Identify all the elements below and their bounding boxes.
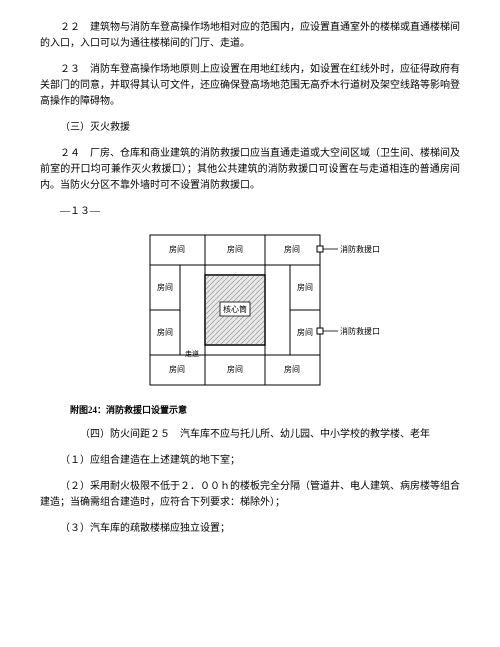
section-3-title: （三）灭火救援 [40,120,460,136]
page-number: —１３— [40,204,460,220]
room-label: 房间 [284,364,300,374]
room-label: 房间 [227,364,243,374]
room-label: 房间 [284,244,300,254]
rescue-label-1: 消防救援口 [340,244,380,254]
room-label: 房间 [297,327,313,337]
section-4: （四）防火间距２５ 汽车库不应与托儿所、幼儿园、中小学校的教学楼、老年 [40,427,460,443]
rescue-label-2: 消防救援口 [340,326,380,336]
room-label: 房间 [227,244,243,254]
paragraph-24: ２４ 厂房、仓库和商业建筑的消防救援口应当直通走道或大空间区域（卫生间、楼梯间及… [40,146,460,194]
room-label: 房间 [157,327,173,337]
room-label: 房间 [169,244,185,254]
core-label: 核心筒 [223,304,247,314]
room-label: 房间 [169,364,185,374]
room-label: 房间 [297,282,313,292]
paragraph-23: ２３ 消防车登高操作场地原则上应设置在用地红线内，如设置在红线外时，应征得政府有… [40,62,460,110]
rescue-diagram: 核心筒 走道 房间 房间 房间 房间 房间 房间 房间 房间 房间 房间 消防救… [120,230,380,395]
room-label: 房间 [157,282,173,292]
sub-2: （２）采用耐火极限不低于２．００ｈ的楼板完全分隔（管道井、电人建筑、病房楼等组合… [40,479,460,511]
sub-3: （３）汽车库的疏散楼梯应独立设置； [40,521,460,537]
sub-1: （１）应组合建造在上述建筑的地下室； [40,453,460,469]
paragraph-22: ２２ 建筑物与消防车登高操作场地相对应的范围内，应设置直通室外的楼梯或直通楼梯间… [40,20,460,52]
diagram-caption: 附图24：消防救援口设置示意 [70,403,460,417]
corridor-label-bottom: 走道 [185,349,199,358]
